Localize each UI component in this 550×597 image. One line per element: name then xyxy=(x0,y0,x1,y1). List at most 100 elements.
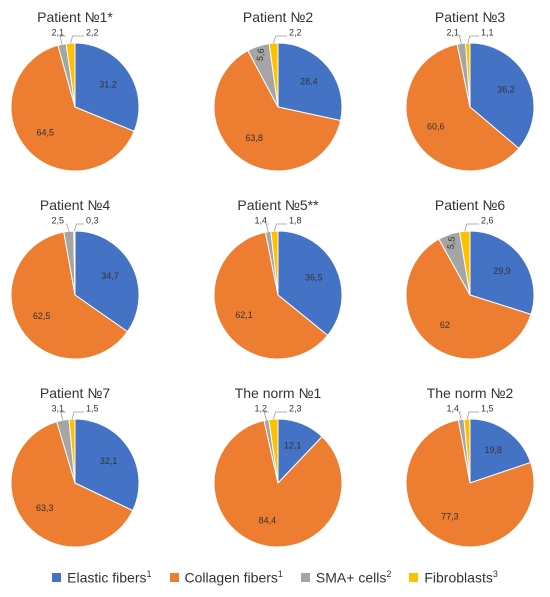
data-label-elastic: 19,8 xyxy=(484,445,502,455)
pie-title: Patient №1* xyxy=(37,9,113,25)
data-label-sma: 2,5 xyxy=(51,215,64,225)
data-label-fibroblasts: 1,8 xyxy=(289,215,302,225)
legend-sup-sma: 2 xyxy=(386,568,392,579)
slice-elastic xyxy=(469,230,535,316)
legend-swatch-collagen xyxy=(169,572,179,582)
legend-item-fibroblasts: Fibroblasts3 xyxy=(409,568,498,586)
slice-fibroblasts xyxy=(459,230,471,296)
data-label-sma: 5,6 xyxy=(255,48,266,62)
pie-title: Patient №4 xyxy=(40,197,110,213)
data-label-fibroblasts: 1,1 xyxy=(481,27,494,37)
slice-elastic xyxy=(469,418,532,484)
data-label-fibroblasts: 2,6 xyxy=(481,215,494,225)
data-label-elastic: 36,2 xyxy=(497,85,515,95)
leader-line-sma xyxy=(60,411,66,421)
data-label-elastic: 34,7 xyxy=(101,271,119,281)
slice-collagen xyxy=(405,419,535,548)
pie-title: The norm №1 xyxy=(235,385,322,401)
legend-swatch-sma xyxy=(300,572,310,582)
slice-collagen xyxy=(405,238,532,360)
data-label-sma: 1,4 xyxy=(446,403,459,413)
data-label-collagen: 77,3 xyxy=(441,512,459,522)
pie-title: Patient №7 xyxy=(40,385,110,401)
data-label-collagen: 63,8 xyxy=(245,133,263,143)
data-label-fibroblasts: 2,2 xyxy=(289,27,302,37)
legend-sup-elastic: 1 xyxy=(146,568,152,579)
leader-line-sma xyxy=(265,223,269,232)
slice-collagen xyxy=(10,44,135,172)
data-label-collagen: 60,6 xyxy=(427,122,445,132)
leader-line-fibroblasts xyxy=(71,411,84,420)
legend-label-sma: SMA+ cells xyxy=(315,569,387,586)
legend-item-collagen: Collagen fibers1 xyxy=(169,568,283,586)
data-label-sma: 1,2 xyxy=(254,403,267,413)
data-label-elastic: 29,9 xyxy=(493,266,511,276)
leader-line-fibroblasts xyxy=(273,411,287,420)
pie-7: Patient №7 32,1 63,3 3,1 1,5 xyxy=(10,385,140,548)
pie-3: Patient №3 36,2 60,6 2,1 1,1 xyxy=(405,9,535,172)
data-label-sma: 2,1 xyxy=(446,27,459,37)
legend-swatch-elastic xyxy=(52,572,62,582)
leader-line-sma xyxy=(263,411,269,421)
leader-line-sma xyxy=(458,35,462,44)
pie-title: Patient №2 xyxy=(243,9,313,25)
data-label-sma: 3,1 xyxy=(51,403,64,413)
pie-title: Patient №5** xyxy=(237,197,319,213)
legend-item-sma: SMA+ cells2 xyxy=(300,568,392,586)
leader-line-fibroblasts xyxy=(467,35,479,44)
pie-9: The norm №2 19,8 77,3 1,4 1,5 xyxy=(405,385,535,548)
data-label-collagen: 62,1 xyxy=(235,310,253,320)
data-label-fibroblasts: 0,3 xyxy=(86,215,99,225)
slice-elastic xyxy=(277,230,343,337)
slice-elastic xyxy=(74,418,140,512)
slice-elastic xyxy=(74,42,140,132)
slice-collagen xyxy=(213,231,329,360)
leader-line-fibroblasts xyxy=(274,223,287,232)
slice-elastic xyxy=(469,42,535,150)
data-label-collagen: 64,5 xyxy=(37,128,55,138)
slice-fibroblasts xyxy=(465,42,471,108)
data-label-elastic: 12,1 xyxy=(284,441,302,451)
legend-sup-collagen: 1 xyxy=(277,568,283,579)
slice-collagen xyxy=(213,49,342,172)
pie-1: Patient №1* 31,2 64,5 2,1 2,2 xyxy=(10,9,140,172)
data-label-elastic: 31,2 xyxy=(99,79,117,89)
legend-item-elastic: Elastic fibers1 xyxy=(52,568,152,586)
slice-elastic xyxy=(74,230,140,333)
pie-8: The norm №1 12,1 84,4 1,2 2,3 xyxy=(213,385,343,548)
legend-swatch-fibroblasts xyxy=(409,572,419,582)
slice-collagen xyxy=(405,43,520,172)
data-label-fibroblasts: 1,5 xyxy=(86,403,99,413)
leader-line-sma xyxy=(458,411,462,420)
data-label-fibroblasts: 2,3 xyxy=(289,403,302,413)
leader-line-sma xyxy=(59,35,66,45)
data-label-collagen: 62,5 xyxy=(33,311,51,321)
data-label-fibroblasts: 2,2 xyxy=(86,27,99,37)
pie-chart-grid: Patient №1* 31,2 64,5 2,1 2,2 Patient №2 28,4 6… xyxy=(10,9,535,548)
data-label-sma: 5,5 xyxy=(445,236,456,250)
pie-title: Patient №3 xyxy=(435,9,505,25)
data-label-elastic: 32,1 xyxy=(100,456,118,466)
legend-label-fibroblasts: Fibroblasts xyxy=(424,569,493,586)
pie-5: Patient №5** 36,5 62,1 1,4 1,8 xyxy=(213,197,343,360)
legend: Elastic fibers1 Collagen fibers1 SMA+ ce… xyxy=(0,564,550,590)
legend-label-elastic: Elastic fibers xyxy=(67,569,147,586)
leader-line-fibroblasts xyxy=(466,411,479,420)
slice-collagen xyxy=(10,421,134,548)
data-label-sma: 1,4 xyxy=(254,215,267,225)
data-label-sma: 2,1 xyxy=(51,27,64,37)
data-label-fibroblasts: 1,5 xyxy=(481,403,494,413)
legend-sup-fibroblasts: 3 xyxy=(492,568,498,579)
leader-line-fibroblasts xyxy=(74,223,84,232)
leader-line-fibroblasts xyxy=(70,35,84,44)
data-label-elastic: 36,5 xyxy=(305,272,323,282)
legend-label-collagen: Collagen fibers xyxy=(184,569,278,586)
pie-4: Patient №4 34,7 62,5 2,5 0,3 xyxy=(10,197,140,360)
pie-6: Patient №6 29,9 62 5,5 2,6 xyxy=(405,197,535,360)
pie-2: Patient №2 28,4 63,8 5,6 2,2 xyxy=(213,9,343,172)
slice-elastic xyxy=(277,42,343,122)
pie-title: The norm №2 xyxy=(427,385,514,401)
slice-fibroblasts xyxy=(73,230,76,296)
leader-line-sma xyxy=(66,223,70,232)
slice-collagen xyxy=(213,419,343,548)
